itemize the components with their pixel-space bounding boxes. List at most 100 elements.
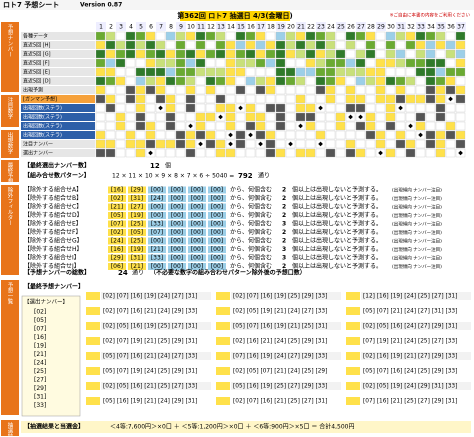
grid-cell [105, 67, 116, 77]
grid-cell [225, 94, 236, 104]
grid-number: 30 [387, 24, 395, 31]
grid-cell [415, 130, 426, 140]
grid-cell [125, 67, 136, 77]
grid-cell [415, 40, 426, 50]
grid-cell [405, 58, 416, 68]
grid-cell [335, 58, 346, 68]
grid-cell [135, 67, 146, 77]
row-label-box [21, 41, 95, 49]
number-head [246, 22, 256, 31]
grid-cell [195, 58, 206, 68]
grid-cell [205, 148, 216, 158]
grid-cell [385, 130, 396, 140]
grid-cell [225, 112, 236, 122]
grid-cell [395, 85, 406, 95]
grid-cell [345, 148, 356, 158]
grid-cell [395, 121, 406, 131]
grid-cell [355, 67, 366, 77]
grid-cell [425, 148, 436, 158]
grid-cell [415, 85, 426, 95]
row-box [361, 322, 471, 330]
grid-cell [205, 67, 216, 77]
grid-cell [125, 103, 136, 113]
row-box [361, 352, 471, 360]
grid-cell [165, 112, 176, 122]
grid-cell [375, 130, 386, 140]
grid-cell [305, 67, 316, 77]
grid-cell [345, 121, 356, 131]
grid-number: 26 [347, 24, 355, 31]
final-row: [02] [05] [19] [24] [29] [31] [33] [363, 384, 457, 390]
selected-number: [24] [34, 360, 46, 367]
final-row: [02] [05] [19] [21] [24] [27] [33] [233, 309, 327, 315]
filter-num-box [128, 212, 146, 219]
grid-cell [125, 31, 136, 41]
filter-number: [00] [191, 263, 203, 270]
grid-cell [395, 139, 406, 149]
final-label: 【最終予想ナンバー】 [24, 283, 84, 291]
row-box [101, 337, 211, 345]
grid-number: 7 [159, 24, 163, 31]
filter-note: 個以上は出現しないと予測する。 [292, 211, 382, 219]
filter-number: [00] [211, 238, 223, 245]
sidebar-label: 注目数字 [7, 96, 14, 120]
grid-cell [145, 31, 156, 41]
grid-cell [205, 94, 216, 104]
grid-cell [235, 148, 246, 158]
selected-number: [31] [34, 394, 46, 401]
final-row: [02] [05] [07] [21] [24] [25] [29] [233, 369, 327, 375]
grid-cell [185, 130, 196, 140]
grid-cell [255, 148, 266, 158]
grid-cell [285, 130, 296, 140]
grid-cell [235, 76, 246, 86]
grid-cell [105, 139, 116, 149]
final-row: [02] [07] [19] [21] [25] [29] [31] [103, 339, 197, 345]
grid-cell [185, 40, 196, 50]
grid-cell [265, 130, 276, 140]
grid-cell [365, 103, 376, 113]
filter-suffix: から、何個含む [230, 237, 272, 245]
grid-cell [275, 139, 286, 149]
grid-cell [435, 85, 446, 95]
filter-number: [06] [111, 263, 123, 270]
grid-cell [365, 67, 376, 77]
grid-cell [95, 67, 106, 77]
grid-cell [395, 94, 406, 104]
total-label: 【予想ナンバーの総数】 [24, 269, 90, 277]
number-head [136, 22, 146, 31]
grid-cell [235, 139, 246, 149]
number-head [96, 22, 106, 31]
row-label-box [21, 149, 95, 157]
filter-number: [02] [111, 229, 123, 236]
filter-note: 個以上は出現しないと予測する。 [292, 186, 382, 194]
number-head [226, 22, 236, 31]
grid-cell [335, 112, 346, 122]
grid-cell [435, 130, 446, 140]
filter-label: 【除外する組合せJ】 [24, 262, 80, 270]
grid-cell [425, 67, 436, 77]
grid-cell [405, 49, 416, 59]
grid-cell [165, 103, 176, 113]
grid-cell [245, 49, 256, 59]
filter-note: 個以上は出現しないと予測する。 [292, 228, 382, 236]
grid-cell [345, 85, 356, 95]
grid-cell [275, 76, 286, 86]
grid-cell [285, 103, 296, 113]
filter-num-box [108, 229, 126, 236]
final-row: [02] [16] [19] [21] [27] [29] [33] [363, 354, 457, 360]
sidebar-box [1, 22, 19, 92]
grid-cell [105, 76, 116, 86]
filter-number: [07] [111, 221, 123, 228]
grid-cell [245, 148, 256, 158]
grid-cell [315, 130, 326, 140]
row-box [101, 397, 211, 405]
grid-cell [345, 67, 356, 77]
grid-cell [375, 121, 386, 131]
grid-cell [145, 85, 156, 95]
grid-cell [295, 94, 306, 104]
grid-cell [175, 148, 186, 158]
grid-cell [155, 103, 166, 113]
grid-cell [335, 31, 346, 41]
grid-number: 22 [307, 24, 315, 31]
filter-number: [25] [131, 221, 143, 228]
